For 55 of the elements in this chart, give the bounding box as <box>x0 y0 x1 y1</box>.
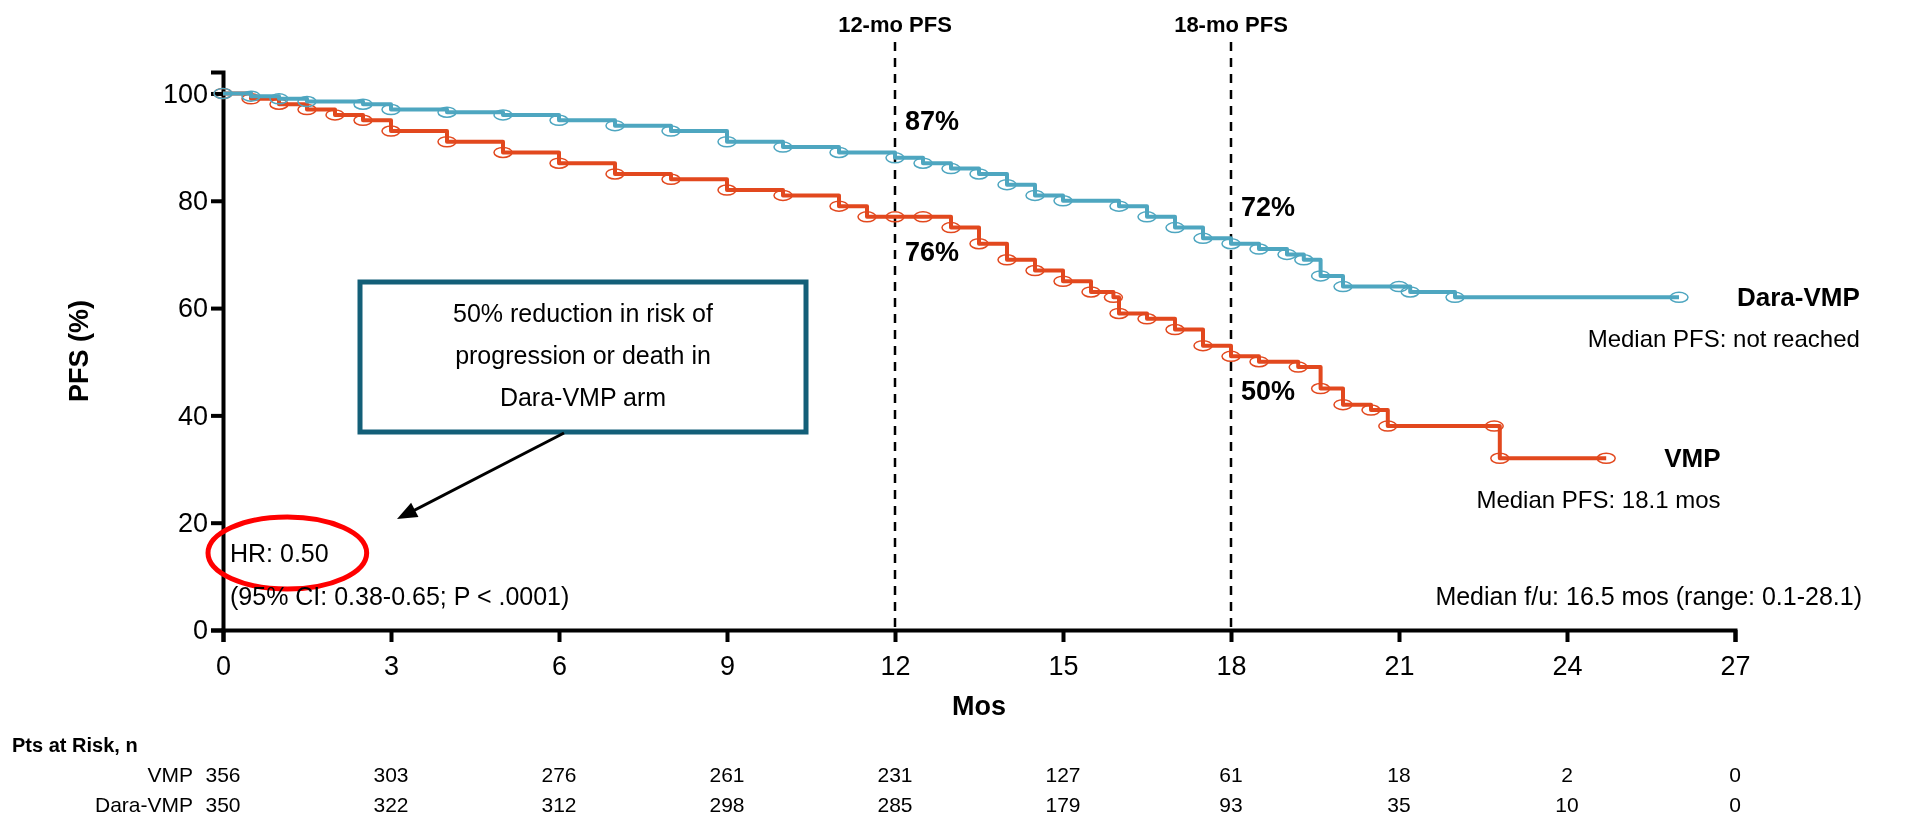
x-axis-title: Mos <box>952 691 1006 721</box>
x-tick-label: 12 <box>880 650 911 681</box>
y-tick-label: 0 <box>192 615 208 646</box>
text: 127 <box>1045 763 1081 786</box>
x-tick-label: 21 <box>1384 650 1415 681</box>
text: Dara-VMP <box>94 793 193 816</box>
text: 18 <box>1387 763 1411 786</box>
text: 93 <box>1219 793 1243 816</box>
text: 285 <box>877 793 913 816</box>
x-tick-label: 18 <box>1216 650 1247 681</box>
text: 179 <box>1045 793 1081 816</box>
x-tick-label: 0 <box>215 650 232 681</box>
x-tick-label: 3 <box>383 650 400 681</box>
text: 276 <box>541 763 577 786</box>
annotation: 87% <box>905 105 960 136</box>
text: Pts at Risk, n <box>12 734 138 756</box>
text: 322 <box>373 793 409 816</box>
series-label: Dara-VMP <box>1737 282 1860 313</box>
y-tick-label: 100 <box>162 78 208 109</box>
y-tick-label: 60 <box>177 293 208 324</box>
y-tick-label: 80 <box>177 185 208 216</box>
x-tick-label: 15 <box>1048 650 1079 681</box>
ref-line-label: 12-mo PFS <box>838 12 952 37</box>
text: 356 <box>205 763 241 786</box>
text: 61 <box>1219 763 1243 786</box>
text: 261 <box>709 763 745 786</box>
text: VMP <box>147 763 193 786</box>
text: 35 <box>1387 793 1411 816</box>
annotation: Median PFS: not reached <box>1587 325 1860 353</box>
ref-line-label: 18-mo PFS <box>1174 12 1288 37</box>
annotation: 50% <box>1241 376 1296 407</box>
x-tick-label: 27 <box>1720 650 1751 681</box>
text: 0 <box>1729 763 1741 786</box>
text: 298 <box>709 793 745 816</box>
text: 10 <box>1555 793 1579 816</box>
series-label: VMP <box>1664 443 1721 474</box>
text: 2 <box>1561 763 1573 786</box>
y-axis-title: PFS (%) <box>64 299 94 403</box>
text: 0 <box>1729 793 1741 816</box>
annotation: (95% CI: 0.38-0.65; P < .0001) <box>230 582 570 610</box>
annotation: 72% <box>1241 191 1296 222</box>
x-tick-label: 9 <box>719 650 736 681</box>
text: 312 <box>541 793 577 816</box>
x-tick-label: 6 <box>551 650 568 681</box>
annotation: Median f/u: 16.5 mos (range: 0.1-28.1) <box>1435 582 1862 610</box>
y-tick-label: 20 <box>177 507 208 538</box>
x-tick-label: 24 <box>1552 650 1583 681</box>
annotation: Median PFS: 18.1 mos <box>1476 486 1721 514</box>
text: 350 <box>205 793 241 816</box>
annotation: HR: 0.50 <box>230 539 329 567</box>
text: 303 <box>373 763 409 786</box>
text: 231 <box>877 763 913 786</box>
annotation: 76% <box>905 236 960 267</box>
y-tick-label: 40 <box>177 400 208 431</box>
annotation: 50% reduction in risk of progression or death in Dara-VMP arm <box>453 299 713 411</box>
